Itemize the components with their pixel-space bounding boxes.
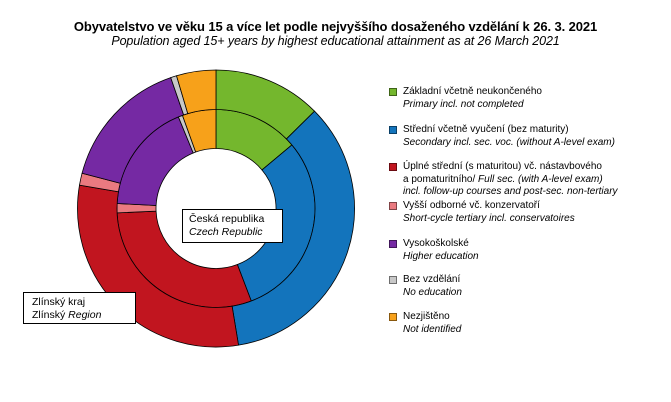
legend-swatch-2 <box>389 162 397 171</box>
inner-ring-label-en: Czech Republic <box>189 226 263 238</box>
legend-item-text-0: Základní včetně neukončeného Primary incl… <box>403 86 542 110</box>
chart-title-en: Population aged 15+ years by highest edu… <box>111 34 560 48</box>
legend-item-0: Základní včetně neukončeného Primary incl… <box>389 86 542 111</box>
legend-swatch-6 <box>389 312 397 321</box>
inner-ring-label-box: Česká republika Czech Republic <box>182 209 283 243</box>
legend: Základní včetně neukončeného Primary incl… <box>389 0 671 402</box>
outer-ring-label-box: Zlínský kraj Zlínský Region <box>23 292 136 324</box>
legend-swatch-1 <box>389 125 397 134</box>
outer-ring-label-cs: Zlínský kraj <box>32 296 86 308</box>
legend-swatch-4 <box>389 239 397 248</box>
legend-swatch-3 <box>389 201 397 210</box>
outer-ring-label-en: Zlínský Region <box>32 309 102 321</box>
outer-ring-segment-6 <box>176 69 217 115</box>
legend-item-text-5: Bez vzdělání No education <box>403 274 462 298</box>
legend-item-4: Vysokoškolské Higher education <box>389 238 479 263</box>
legend-swatch-0 <box>389 87 397 96</box>
legend-swatch-5 <box>389 275 397 284</box>
legend-item-text-4: Vysokoškolské Higher education <box>403 238 479 262</box>
legend-item-6: Nezjištěno Not identified <box>389 311 461 336</box>
legend-item-text-2: Úplné střední (s maturitou) vč. nástavbo… <box>403 161 618 197</box>
inner-ring-label-cs: Česká republika <box>189 213 265 225</box>
legend-item-1: Střední včetně vyučení (bez maturity) Sec… <box>389 124 615 149</box>
legend-item-text-3: Vyšší odborné vč. konzervatoří Short-cycl… <box>403 200 575 224</box>
legend-item-5: Bez vzdělání No education <box>389 274 462 299</box>
chart-title-cs: Obyvatelstvo ve věku 15 a více let podle… <box>73 19 598 34</box>
legend-item-3: Vyšší odborné vč. konzervatoří Short-cycl… <box>389 200 575 225</box>
legend-item-text-6: Nezjištěno Not identified <box>403 311 462 335</box>
legend-item-2: Úplné střední (s maturitou) vč. nástavbo… <box>389 161 618 199</box>
legend-item-text-1: Střední včetně vyučení (bez maturity) Sec… <box>403 124 615 148</box>
